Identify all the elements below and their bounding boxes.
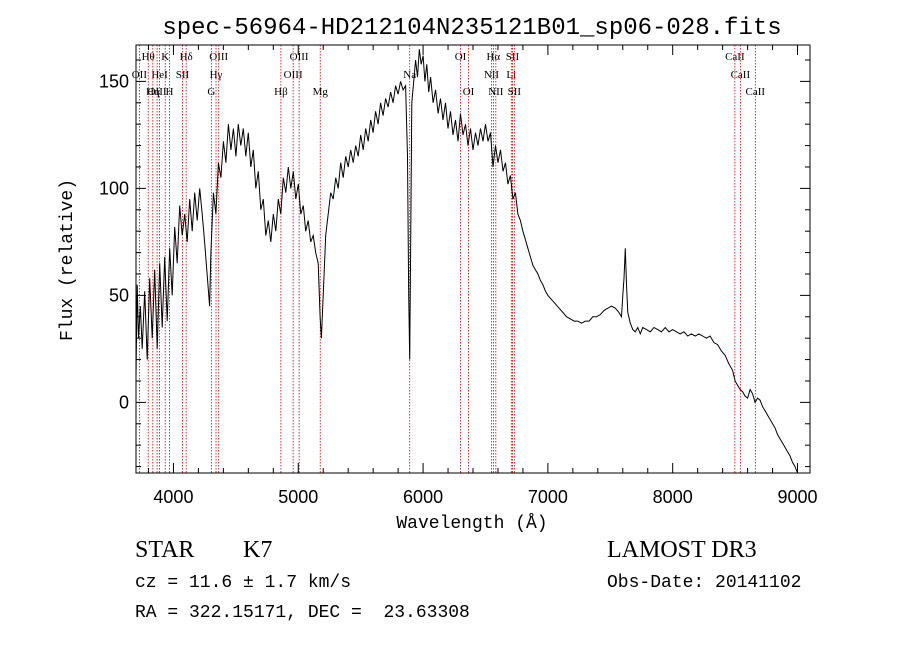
marker-label: SII	[176, 69, 190, 81]
marker-label: OI	[455, 51, 467, 63]
spectrum-line	[135, 49, 798, 474]
marker-label: H	[165, 86, 173, 98]
y-tick-label: 100	[99, 178, 129, 198]
marker-label: G	[207, 86, 215, 98]
marker-label: Mg	[313, 86, 329, 98]
marker-label: Hβ	[274, 86, 288, 98]
survey-name: LAMOST DR3	[607, 537, 757, 563]
marker-label: SII	[508, 86, 522, 98]
marker-label: OIII	[209, 51, 228, 63]
marker-label: Hα	[486, 51, 500, 63]
marker-label: Li	[506, 69, 516, 81]
ra-dec-coordinates: RA = 322.15171, DEC = 23.63308	[135, 603, 470, 623]
marker-label: NII	[488, 86, 504, 98]
object-subclass: K7	[243, 537, 273, 563]
x-tick-label: 8000	[653, 487, 693, 507]
chart-title: spec-56964-HD212104N235121B01_sp06-028.f…	[162, 15, 781, 42]
marker-label: OII	[132, 69, 148, 81]
marker-label: CaII	[746, 86, 766, 98]
x-axis-label: Wavelength (Å)	[396, 513, 547, 534]
y-axis-label: Flux (relative)	[58, 179, 78, 341]
y-tick-label: 0	[119, 392, 129, 412]
observation-date: Obs-Date: 20141102	[607, 573, 802, 593]
marker-label: CaII	[725, 51, 745, 63]
x-tick-label: 7000	[528, 487, 568, 507]
y-tick-label: 150	[99, 71, 129, 91]
marker-label: SII	[506, 51, 520, 63]
marker-label: K	[161, 51, 169, 63]
x-axis-ticks: 4000 5000 6000 7000 8000 9000	[147, 45, 818, 507]
x-tick-label: 4000	[153, 487, 193, 507]
marker-label: Hθ	[142, 51, 155, 63]
x-tick-label: 5000	[278, 487, 318, 507]
marker-label: OIII	[290, 51, 309, 63]
marker-label: OIII	[148, 86, 167, 98]
marker-label: HeI	[151, 69, 168, 81]
y-axis-ticks: 0 50 100 150	[99, 59, 810, 468]
x-tick-label: 9000	[777, 487, 817, 507]
marker-label: NII	[484, 69, 500, 81]
marker-label: Hη	[146, 86, 160, 98]
marker-label: Hδ	[180, 51, 193, 63]
y-tick-label: 50	[109, 285, 129, 305]
plot-frame	[135, 44, 811, 474]
spectral-line-markers: HθOIIHηOIIIHeIKHSIIHδGHγOIIIHβOIIIOIIIMg…	[132, 45, 766, 473]
redshift-cz: cz = 11.6 ± 1.7 km/s	[135, 573, 352, 593]
x-tick-label: 6000	[403, 487, 443, 507]
marker-label: Na	[403, 69, 416, 81]
object-class: STAR	[135, 537, 195, 563]
marker-label: Hγ	[210, 69, 223, 81]
marker-label: CaII	[731, 69, 751, 81]
marker-label: OI	[463, 86, 475, 98]
marker-label: OIII	[284, 69, 303, 81]
